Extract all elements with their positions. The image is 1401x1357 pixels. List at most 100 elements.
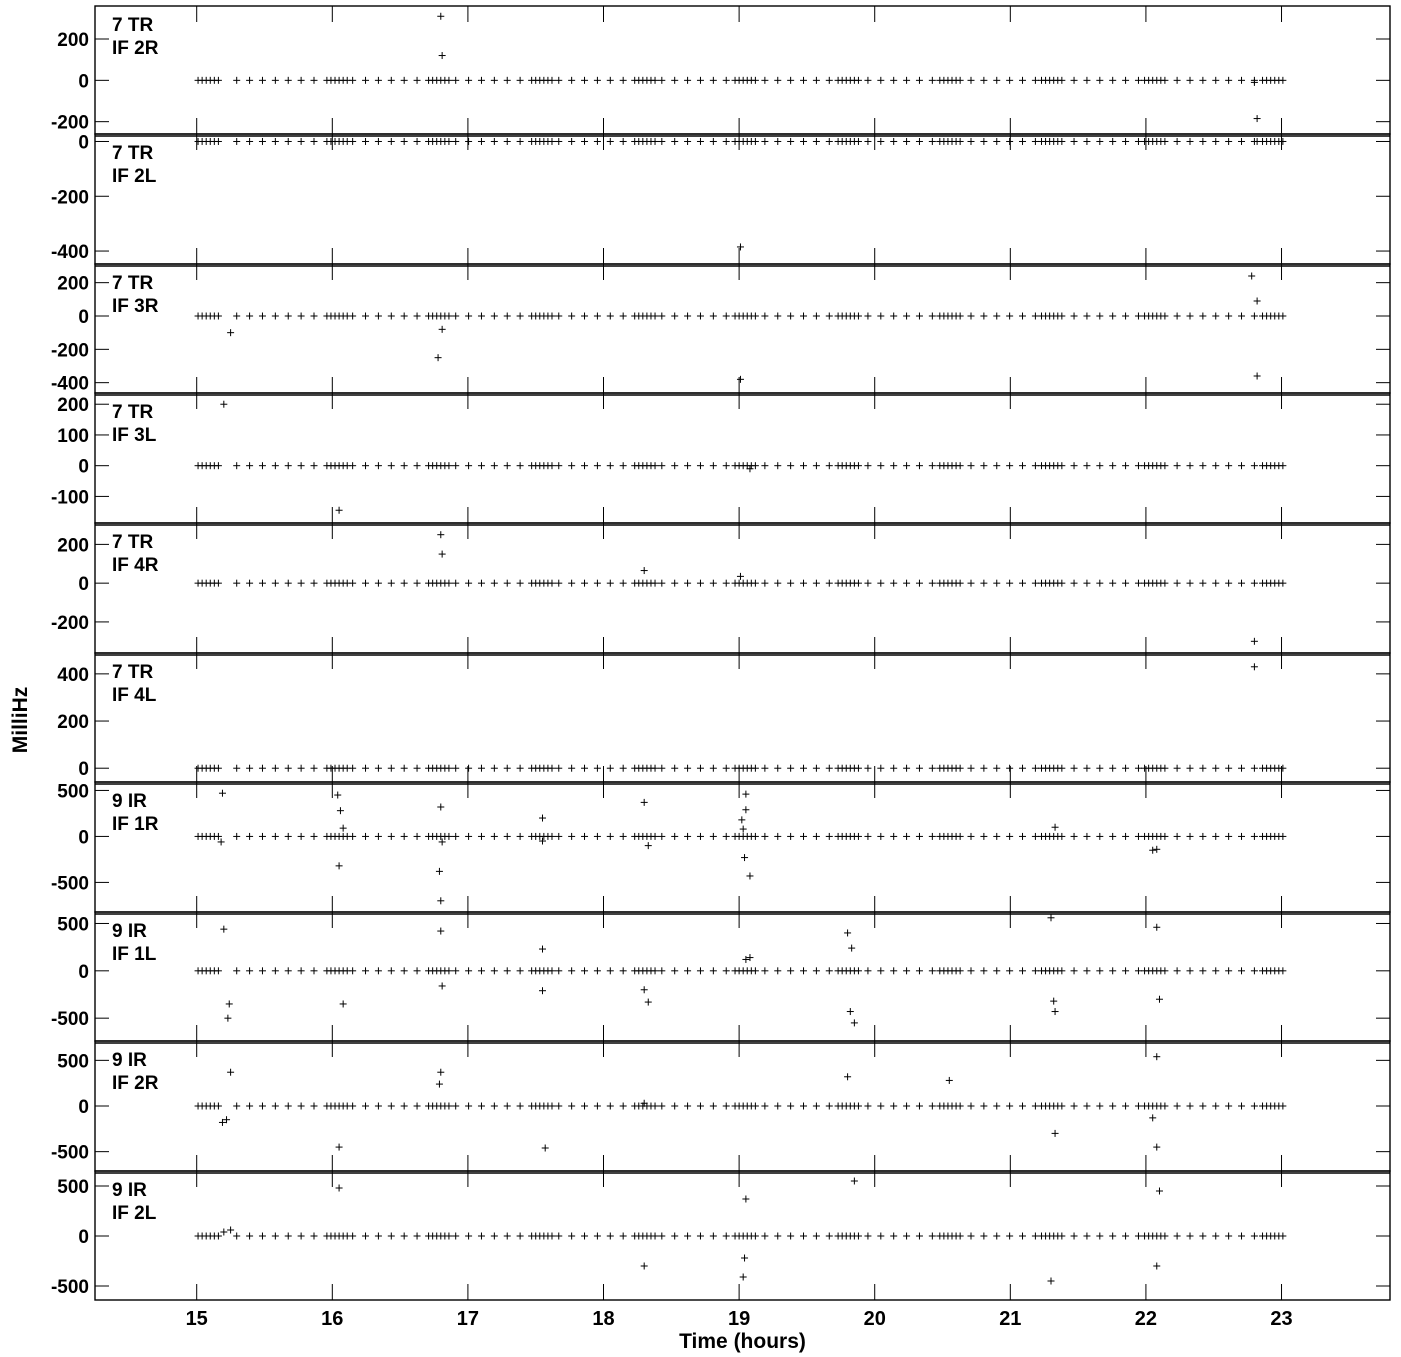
- data-point: [1019, 312, 1027, 320]
- data-point: [825, 967, 833, 975]
- data-point-outlier: [227, 1068, 235, 1076]
- data-point: [1238, 832, 1246, 840]
- data-point: [258, 76, 266, 84]
- data-point: [452, 832, 460, 840]
- data-point-outlier: [434, 354, 442, 362]
- y-tick-label: 100: [57, 426, 89, 447]
- data-point: [761, 832, 769, 840]
- data-point: [774, 832, 782, 840]
- data-point: [1058, 764, 1066, 772]
- data-point: [445, 312, 453, 320]
- y-tick-label: 0: [78, 962, 89, 983]
- data-point: [445, 1102, 453, 1110]
- panel-label-if: IF 4L: [112, 685, 157, 706]
- data-point: [1279, 462, 1287, 470]
- data-point: [503, 1102, 511, 1110]
- data-point: [751, 832, 759, 840]
- data-point: [761, 462, 769, 470]
- data-point: [751, 764, 759, 772]
- data-point: [1096, 1232, 1104, 1240]
- data-point: [271, 579, 279, 587]
- data-point: [956, 579, 964, 587]
- data-point: [1279, 832, 1287, 840]
- data-point: [233, 832, 241, 840]
- data-point: [581, 312, 589, 320]
- data-point: [787, 579, 795, 587]
- data-point-outlier: [640, 567, 648, 575]
- data-point: [1122, 579, 1130, 587]
- data-point: [516, 137, 524, 145]
- data-point: [915, 312, 923, 320]
- data-point: [825, 462, 833, 470]
- panel-label-baseline: 7 TR: [112, 402, 153, 423]
- data-point: [349, 312, 357, 320]
- data-point: [890, 832, 898, 840]
- data-point: [400, 312, 408, 320]
- data-point-outlier: [1047, 1277, 1055, 1285]
- data-point: [1161, 1232, 1169, 1240]
- data-point: [774, 1232, 782, 1240]
- x-tick-label: 20: [864, 1308, 886, 1330]
- data-point: [452, 137, 460, 145]
- data-point: [1006, 76, 1014, 84]
- data-point: [903, 1102, 911, 1110]
- data-point: [490, 764, 498, 772]
- data-point-outlier: [742, 955, 750, 963]
- data-point: [1083, 312, 1091, 320]
- data-point: [1212, 832, 1220, 840]
- data-point-outlier: [738, 816, 746, 824]
- data-point: [709, 1102, 717, 1110]
- y-tick-label: -100: [51, 487, 89, 508]
- data-point: [1250, 579, 1258, 587]
- data-point: [413, 967, 421, 975]
- y-tick-label: -200: [51, 187, 89, 208]
- data-point: [349, 579, 357, 587]
- data-point: [1070, 1102, 1078, 1110]
- data-point-outlier: [640, 798, 648, 806]
- data-point: [1161, 967, 1169, 975]
- data-point: [413, 76, 421, 84]
- data-point: [1161, 832, 1169, 840]
- data-point: [581, 137, 589, 145]
- x-axis-title: Time (hours): [679, 1330, 806, 1353]
- data-point: [1212, 76, 1220, 84]
- data-point: [271, 1102, 279, 1110]
- y-tick-label: -500: [51, 1143, 89, 1164]
- data-point: [477, 312, 485, 320]
- data-point: [233, 764, 241, 772]
- data-point: [709, 137, 717, 145]
- x-tick-label: 21: [999, 1308, 1021, 1330]
- data-point: [1173, 76, 1181, 84]
- y-tick-label: -400: [51, 374, 89, 395]
- data-point: [967, 832, 975, 840]
- data-point: [800, 764, 808, 772]
- data-point: [258, 1232, 266, 1240]
- data-point: [1238, 137, 1246, 145]
- data-point: [1031, 832, 1039, 840]
- data-point: [1122, 1102, 1130, 1110]
- data-point-outlier: [435, 867, 443, 875]
- data-point: [1238, 1232, 1246, 1240]
- data-point: [619, 1232, 627, 1240]
- data-point: [284, 832, 292, 840]
- data-point: [787, 312, 795, 320]
- data-point: [548, 1232, 556, 1240]
- data-point: [903, 967, 911, 975]
- data-point: [581, 967, 589, 975]
- data-point: [445, 579, 453, 587]
- data-point: [1070, 312, 1078, 320]
- data-point: [1225, 832, 1233, 840]
- data-point-outlier: [339, 1000, 347, 1008]
- data-point: [800, 312, 808, 320]
- data-point: [1122, 76, 1130, 84]
- data-point: [722, 76, 730, 84]
- data-point: [956, 137, 964, 145]
- data-point: [890, 137, 898, 145]
- y-tick-label: 200: [57, 395, 89, 416]
- data-point: [1096, 1102, 1104, 1110]
- data-point: [671, 832, 679, 840]
- data-point: [825, 76, 833, 84]
- data-point-outlier: [742, 1195, 750, 1203]
- data-point: [465, 1102, 473, 1110]
- data-point: [503, 967, 511, 975]
